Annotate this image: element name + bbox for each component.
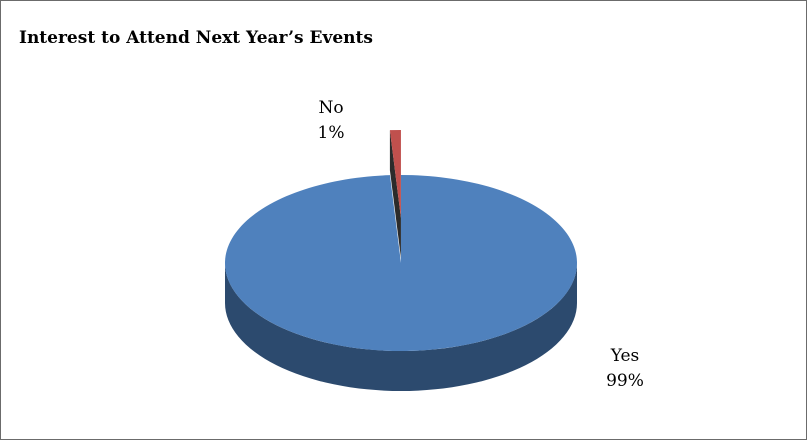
- pie-chart: Yes 99% No 1%: [225, 98, 644, 391]
- pie-slice-yes: [225, 175, 578, 351]
- slice-value-label-no: 1%: [318, 123, 345, 143]
- pie-slice-no: [389, 130, 401, 219]
- pie-face-no: [389, 130, 401, 259]
- pie-side-yes: [225, 263, 577, 391]
- slice-label-yes: Yes: [610, 346, 640, 366]
- pie-group: [225, 130, 578, 391]
- slice-value-label-yes: 99%: [606, 371, 644, 391]
- label-group: Yes 99% No 1%: [318, 98, 644, 391]
- slice-label-no: No: [318, 98, 343, 118]
- chart-title: Interest to Attend Next Year’s Events: [19, 28, 373, 48]
